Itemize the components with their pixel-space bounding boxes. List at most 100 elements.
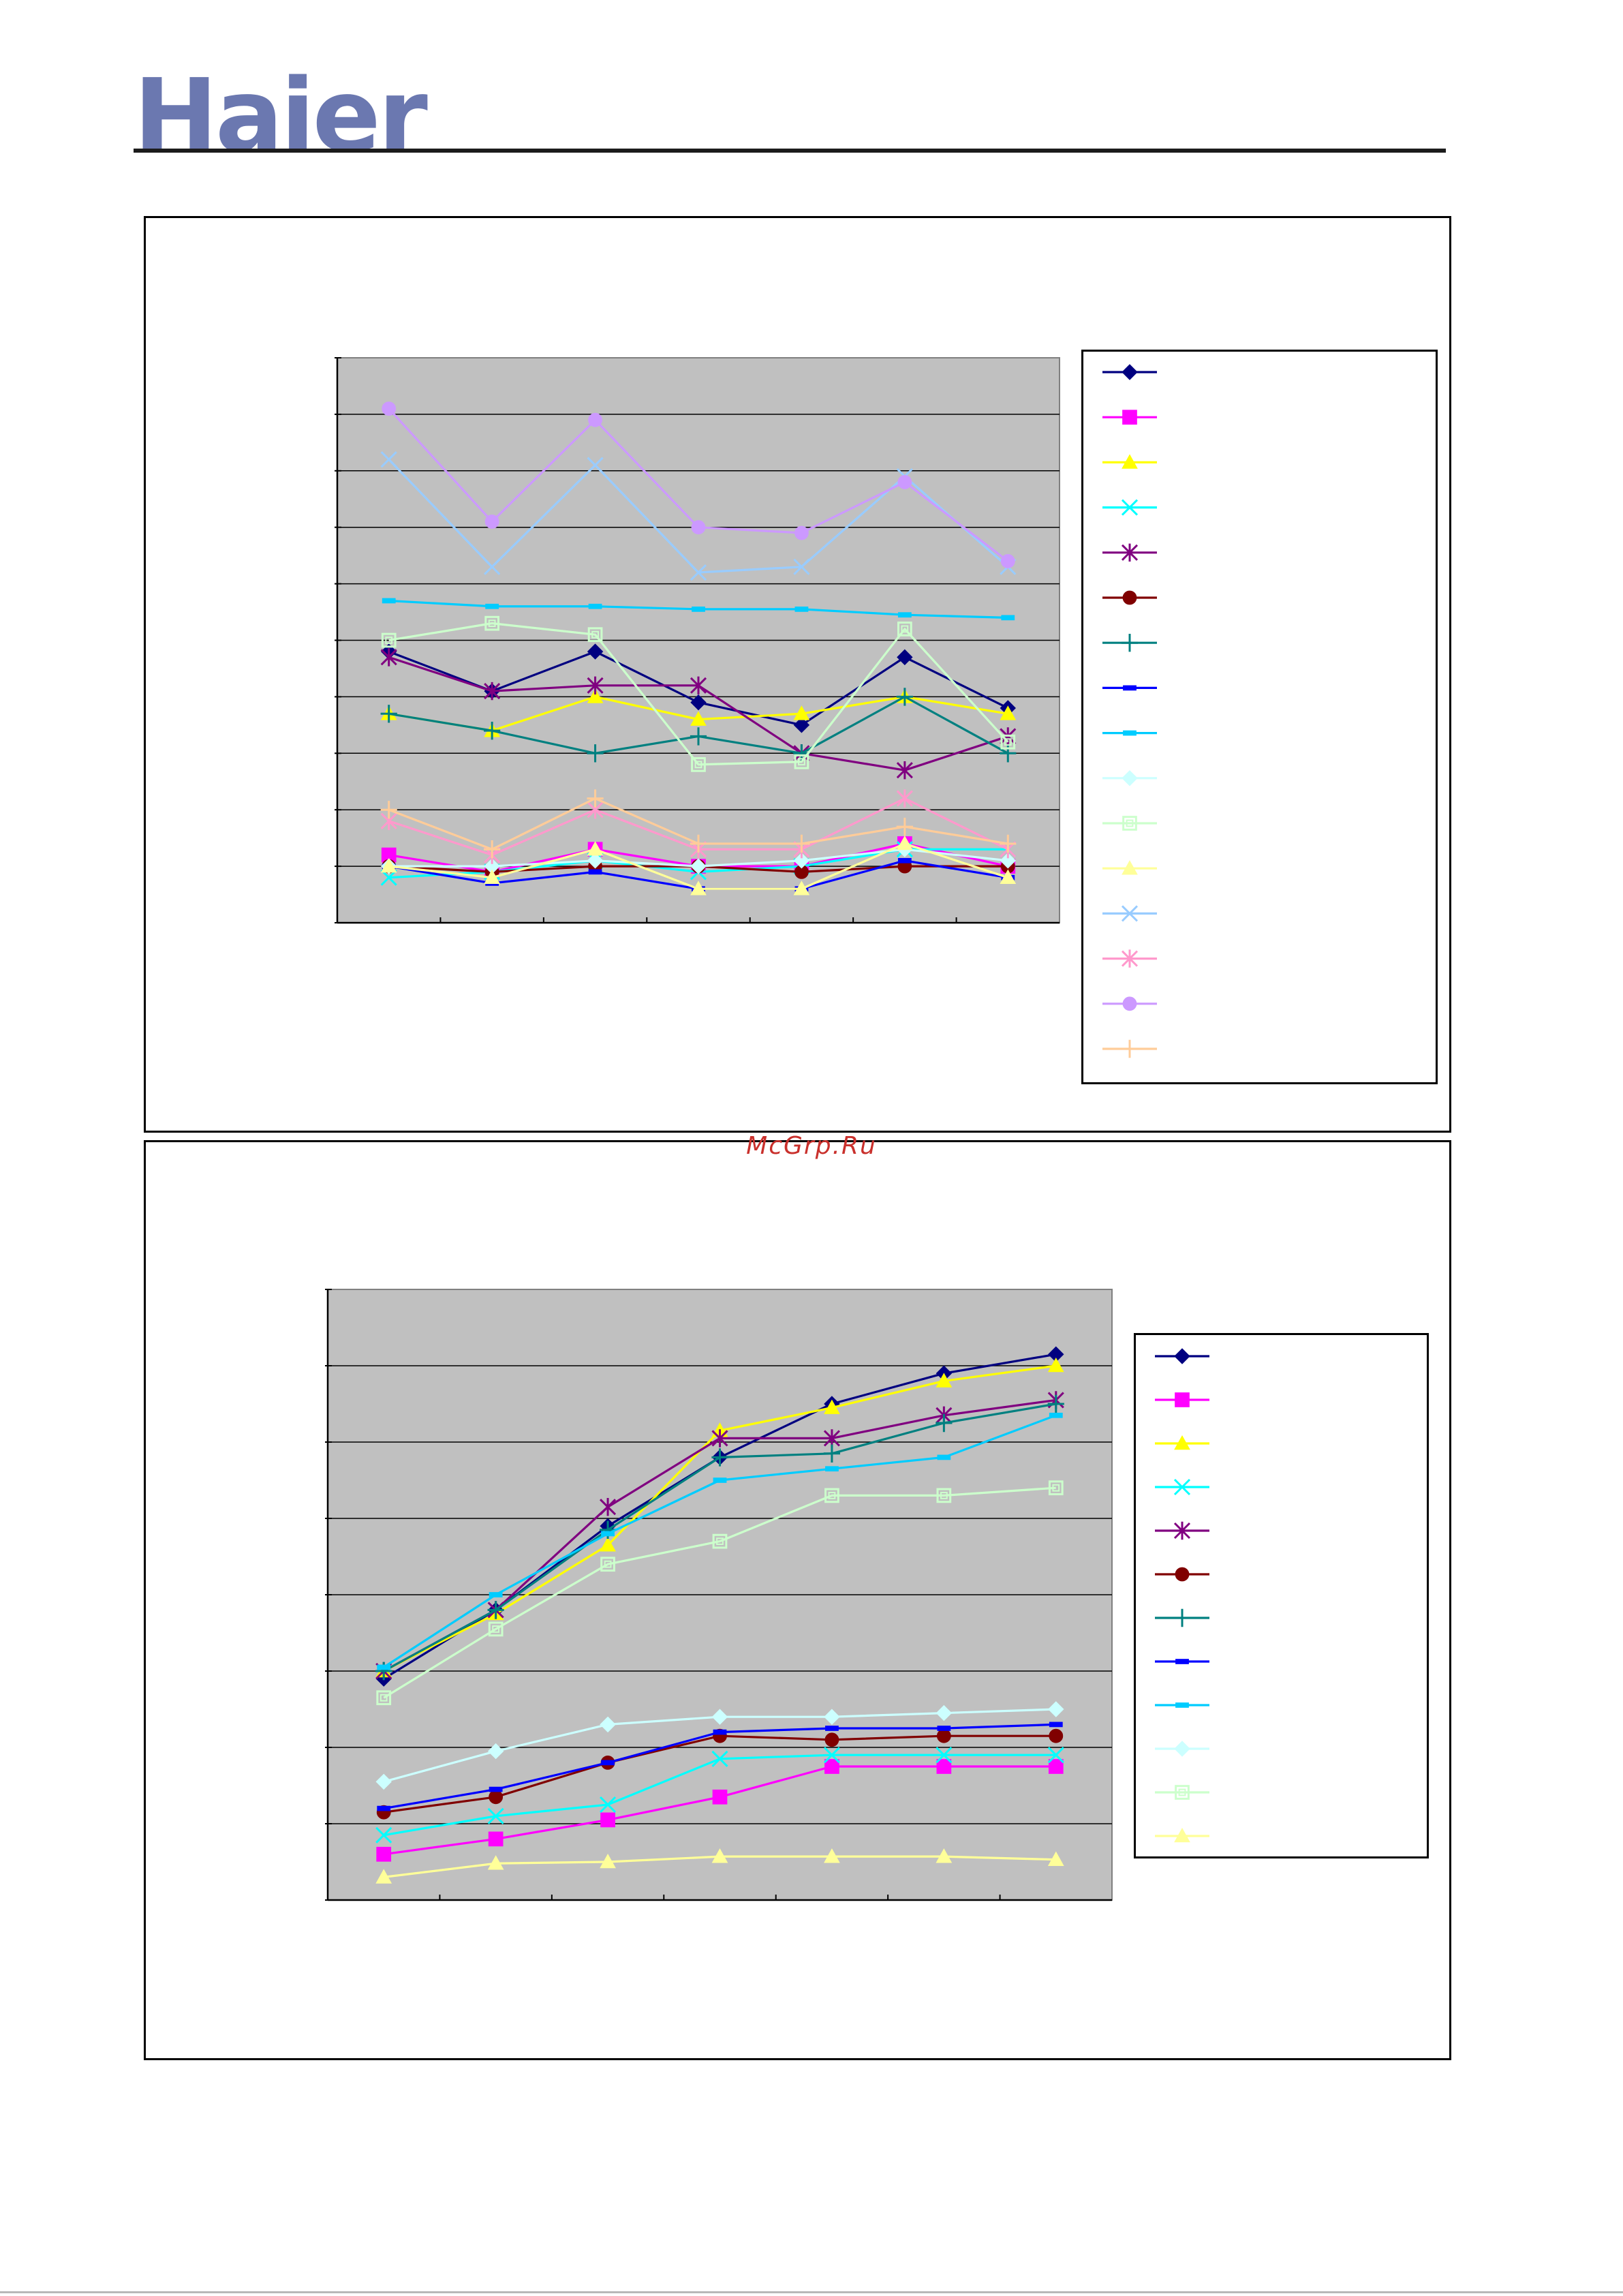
chart-1-series-12-point (897, 835, 913, 851)
chart-2-series-2-point (824, 1759, 839, 1774)
chart-1-series-7-point (1000, 744, 1017, 763)
header-rule (134, 149, 1446, 153)
chart-2-series-8-point (713, 1729, 727, 1735)
chart-2-series-12-point (487, 1855, 504, 1870)
chart-2-legend-marker-1 (1174, 1348, 1190, 1364)
chart-1-series-13-point (690, 564, 707, 581)
chart-2-series-5-point (823, 1429, 840, 1448)
chart-2-series-8-point (937, 1726, 951, 1731)
chart-1-series-11-point (381, 632, 397, 648)
chart-1-series-9-point (897, 612, 912, 618)
chart-1-series-11-point (897, 622, 912, 637)
footer-rule (0, 2291, 1623, 2293)
chart-2-series-8-point (377, 1805, 391, 1811)
chart-2-series-3-point (936, 1373, 953, 1388)
chart-2-series-9-point (713, 1478, 727, 1483)
chart-2-series-7-point (823, 1444, 841, 1463)
chart-2-series-11-point (936, 1488, 952, 1503)
chart-1-series-9-point (485, 603, 499, 609)
chart-2-series-3-point (1047, 1357, 1064, 1373)
chart-2-series-4-point (487, 1807, 504, 1824)
chart-1-series-12-point (587, 841, 604, 856)
chart-1-series-9-point (794, 607, 809, 612)
chart-1-series-11-point (587, 627, 603, 643)
chart-1-series-10-point (690, 858, 707, 874)
chart-1-legend-marker-7 (1121, 634, 1139, 652)
chart-2-legend-marker-7 (1173, 1608, 1191, 1627)
chart-1-series-13-point (793, 558, 810, 575)
chart-2-series-4-point (600, 1796, 617, 1813)
chart-2-legend-marker-3 (1174, 1435, 1190, 1450)
chart-1-series-5-point (380, 648, 397, 667)
chart-1-series-1-point (793, 717, 810, 733)
chart-2-series-5-point (600, 1498, 617, 1516)
chart-1-legend-marker-16 (1121, 1039, 1139, 1058)
chart-1-series-11-point (1000, 734, 1016, 750)
chart-1-series-15-point (588, 412, 602, 427)
chart-2-series-5-point (711, 1429, 728, 1448)
chart-1-series-3-point (587, 688, 604, 703)
chart-2-series-11-point (712, 1533, 728, 1549)
chart-2-legend (1134, 1333, 1429, 1858)
chart-2-series-7-point (711, 1448, 728, 1467)
chart-2-series-4-point (936, 1747, 953, 1764)
chart-1-series-3-point (793, 705, 810, 720)
chart-2-series-12-point (375, 1869, 392, 1884)
chart-1-series-9-point (692, 607, 705, 612)
chart-1-series-11-line (388, 622, 1009, 766)
chart-1-series-8-point (588, 869, 602, 875)
chart-1-legend-marker-1 (1122, 364, 1138, 380)
chart-2-series-8-point (1049, 1721, 1063, 1728)
chart-2-series-4-point (375, 1826, 392, 1843)
chart-2-series-4-point (823, 1747, 840, 1764)
watermark: McGrp.Ru (746, 1132, 877, 1160)
chart-2-series-8-point (601, 1760, 615, 1766)
chart-2-series-11-point (488, 1621, 504, 1637)
chart-1-legend-marker-13 (1121, 905, 1139, 922)
chart-1-series-16-point (793, 834, 810, 853)
chart-2-series-10-point (487, 1743, 504, 1760)
chart-2-series-3-point (600, 1537, 616, 1552)
chart-2-series-7-point (487, 1601, 504, 1619)
chart-2-legend-marker-2 (1175, 1392, 1190, 1407)
chart-2-series-7-point (936, 1413, 953, 1433)
chart-1-series-10-point (1000, 853, 1016, 869)
chart-1-series-5-point (896, 761, 913, 780)
chart-2-legend-marker-12 (1174, 1827, 1190, 1843)
chart-2-series-9-point (825, 1466, 839, 1472)
chart-1-series-15-point (484, 515, 499, 529)
chart-1-series-12-point (1000, 869, 1017, 884)
chart-1-series-14-point (896, 789, 913, 808)
chart-1-series-1-point (587, 643, 604, 660)
chart-2-series-9-point (601, 1531, 615, 1537)
chart-2-series-12-point (936, 1848, 953, 1863)
chart-1-series-16-point (484, 840, 501, 859)
chart-1-legend-marker-12 (1122, 860, 1138, 875)
chart-2-series-2-point (936, 1759, 952, 1774)
chart-2-series-12-point (711, 1848, 728, 1863)
chart-2-series-6-point (1049, 1728, 1064, 1743)
chart-1-series-15-point (794, 525, 809, 540)
chart-2-series-10-point (711, 1709, 728, 1725)
chart-1-series-10-point (587, 853, 604, 869)
chart-2-series-4-point (1047, 1747, 1064, 1764)
chart-1-series-10-point (793, 853, 810, 869)
chart-2-legend-marker-4 (1173, 1478, 1191, 1496)
chart-1-series-16-point (587, 789, 604, 808)
chart-1-series-13-point (587, 457, 604, 474)
chart-2-series-10-point (936, 1704, 953, 1721)
chart-2-series-8-point (489, 1786, 503, 1792)
chart-2-series-4-point (711, 1750, 728, 1767)
chart-1-legend-marker-15 (1122, 996, 1137, 1011)
chart-2-series-3-point (824, 1399, 840, 1414)
chart-1-series-13-point (380, 451, 397, 468)
chart-1-series-3-point (690, 711, 707, 726)
chart-1-series-5-point (484, 682, 501, 701)
chart-1-series-8-point (897, 857, 912, 863)
chart-1-legend-marker-5 (1121, 543, 1139, 562)
chart-2-series-9-point (489, 1592, 503, 1597)
chart-1-series-15-point (691, 520, 706, 535)
chart-1-legend-marker-6 (1122, 590, 1137, 605)
chart-2-series-10-point (375, 1773, 392, 1790)
chart-1-legend-marker-4 (1121, 499, 1139, 516)
